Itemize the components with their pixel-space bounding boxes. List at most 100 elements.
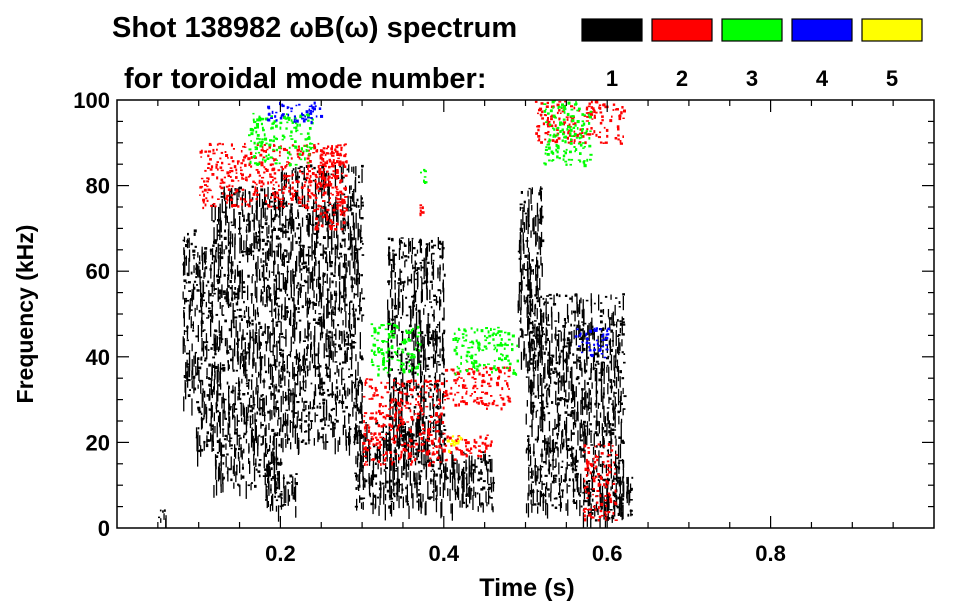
spectral-mark [408,457,411,460]
spectral-mark [454,469,456,480]
spectral-mark [267,410,271,414]
spectral-mark [604,295,608,298]
spectral-mark [324,178,327,182]
spectral-mark [249,198,253,202]
spectral-mark [193,280,197,283]
spectral-mark [432,398,434,410]
spectral-mark [388,494,392,498]
spectral-mark [612,491,616,495]
spectral-mark [326,441,329,443]
spectral-mark [309,184,312,187]
spectral-mark [356,378,358,381]
spectral-mark [428,392,430,398]
spectral-mark [306,308,308,318]
spectral-mark [267,501,269,507]
spectral-mark [621,493,623,512]
spectral-mark [281,197,284,200]
spectral-mark [275,486,279,490]
spectral-mark [323,192,326,195]
spectral-mark [356,403,359,412]
spectral-mark [229,416,231,428]
spectral-mark [344,262,347,266]
spectral-mark [437,467,441,470]
spectral-mark [414,290,417,303]
spectral-mark [216,148,218,151]
spectral-mark [351,237,354,241]
spectral-mark [394,280,396,283]
spectral-mark [245,406,248,419]
spectral-mark [551,504,554,507]
spectral-mark [206,199,209,202]
spectral-mark [298,251,300,267]
mode-1-region [264,472,298,522]
spectral-mark [323,272,326,276]
spectral-mark [225,245,227,250]
spectral-mark [319,173,322,175]
spectral-mark [203,443,205,451]
spectral-mark [322,405,325,418]
spectral-mark [436,331,438,347]
spectral-mark [582,512,585,528]
spectral-mark [255,202,258,206]
spectral-mark [285,175,289,178]
spectral-mark [527,341,530,346]
spectral-mark [275,505,278,512]
spectral-mark [535,336,537,340]
spectral-mark [537,466,539,479]
spectral-mark [241,282,243,300]
spectral-mark [281,313,283,320]
spectral-mark [372,458,375,469]
spectral-mark [601,492,604,497]
spectral-mark [398,408,400,424]
spectral-mark [399,241,403,244]
spectral-mark [324,161,327,165]
spectral-mark [260,407,263,410]
spectral-mark [600,335,602,350]
spectral-mark [263,401,265,411]
spectral-mark [393,502,395,510]
spectral-mark [292,234,294,251]
spectral-mark [274,290,277,305]
spectral-mark [253,191,256,194]
spectral-mark [290,203,292,214]
spectral-mark [249,220,251,232]
spectral-mark [254,309,257,321]
spectral-mark [599,444,603,447]
spectral-mark [322,244,324,260]
spectral-mark [355,237,357,251]
spectral-mark [308,149,310,152]
spectral-mark [584,499,587,503]
spectral-mark [420,321,422,337]
spectral-mark [527,267,529,279]
spectral-mark [269,235,272,239]
spectral-mark [221,266,223,269]
spectral-mark [486,502,488,507]
spectral-mark [405,459,408,467]
spectral-mark [548,293,552,296]
spectral-mark [538,235,540,250]
spectral-mark [566,339,570,342]
spectral-mark [421,501,423,509]
spectral-mark [300,286,302,293]
spectral-mark [414,371,417,375]
spectral-mark [247,175,250,178]
spectral-mark [600,329,603,333]
spectral-mark [297,212,300,219]
spectral-mark [304,365,306,371]
spectral-mark [581,321,584,323]
spectral-mark [527,190,529,197]
spectral-mark [223,176,226,179]
spectral-mark [210,347,213,350]
spectral-mark [563,372,565,383]
spectral-mark [579,439,583,442]
spectral-mark [459,500,461,508]
spectral-mark [531,481,535,483]
spectral-mark [406,495,409,505]
spectral-mark [346,436,349,439]
spectral-mark [438,321,441,333]
spectral-mark [242,463,244,470]
spectral-mark [301,285,305,287]
spectral-mark [420,503,422,514]
spectral-mark [424,304,426,307]
spectral-mark [432,264,435,280]
